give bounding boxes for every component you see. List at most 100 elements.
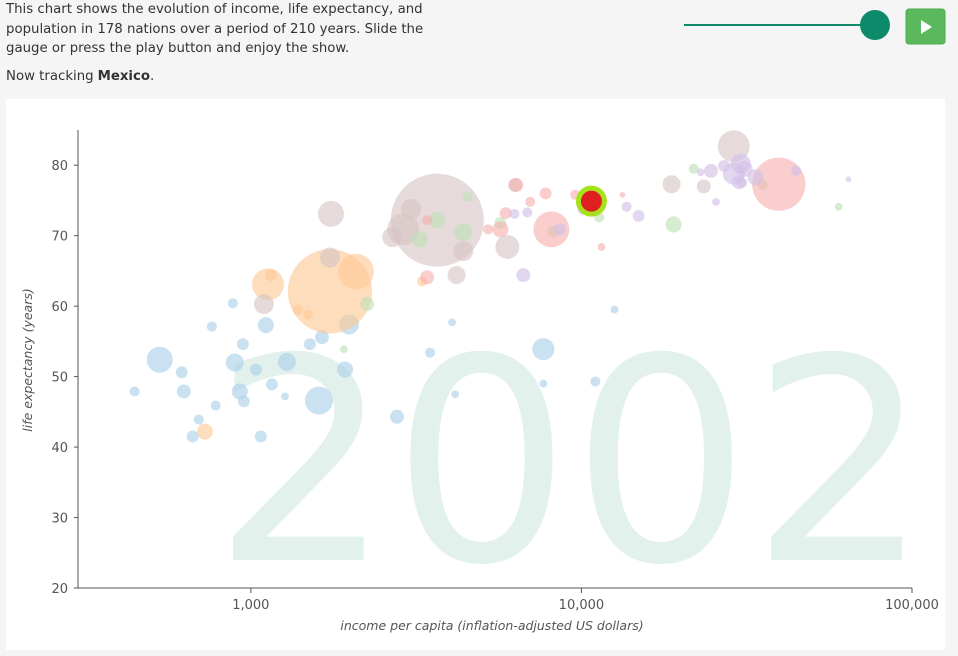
bubble [237,395,250,408]
bubble [382,227,403,248]
bubble [210,400,221,411]
bubble [206,321,217,332]
bubble [451,390,460,399]
year-slider-knob[interactable] [860,10,890,40]
bubble [516,268,531,283]
year-label: 2002 [212,298,930,627]
tracking-text: Now tracking Mexico. [6,69,154,84]
bubble [390,409,405,424]
bubble [495,234,520,259]
bubble [525,196,536,207]
bubble [621,201,632,212]
bubble [736,160,753,177]
bubble [317,200,344,227]
bubble [302,309,314,320]
bubble [412,231,429,248]
bubble [737,177,748,188]
bubble [533,211,570,248]
y-tick-label: 40 [51,441,68,456]
bubble [532,338,555,361]
bubble [193,414,204,425]
tracking-country: Mexico [97,69,150,84]
bubble [845,176,852,183]
bubble [186,430,199,443]
bubble [597,243,606,251]
y-tick-label: 30 [51,512,68,527]
bubble [196,423,213,440]
bubble [253,294,274,315]
bubble [590,376,601,387]
bubble [314,330,329,345]
bubble [747,169,764,186]
bubble [249,363,262,376]
bubble [264,269,277,282]
bubble [281,392,289,401]
bubble [703,163,718,178]
bubble [696,179,711,194]
bubble [662,175,681,194]
bubble [712,197,720,206]
bubble [257,317,274,334]
x-axis-title: income per capita (inflation-adjusted US… [340,618,643,633]
x-tick-label: 10,000 [559,598,605,613]
bubble [752,157,806,211]
bubble [453,241,474,262]
bubble [454,223,473,242]
bubble [265,378,278,391]
bubble [254,430,267,443]
y-tick-label: 50 [51,371,68,386]
tracking-prefix: Now tracking [6,69,94,84]
bubble [499,207,512,220]
x-tick-label: 100,000 [885,598,939,613]
tracked-bubble [575,185,607,217]
bubble [338,253,374,290]
bubble [236,338,249,351]
bubble [462,191,473,202]
bubble [610,305,619,314]
bubble [483,224,494,235]
bubble [834,202,843,211]
bubble [422,215,433,226]
bubble [619,191,626,198]
bubble [425,347,436,358]
bubble [292,304,303,315]
bubble [175,366,188,379]
tracking-suffix: . [150,69,155,84]
bubble [447,266,466,285]
bubble [632,210,645,222]
bubble [337,361,354,378]
bubble [448,318,457,327]
x-tick-label: 1,000 [232,598,269,613]
bubble [176,384,191,399]
bubble [790,165,802,176]
bubble [303,338,316,351]
bubble [509,177,524,192]
bubble [339,345,348,354]
bubble [688,163,699,174]
bubble [304,386,333,415]
bubble [665,216,682,233]
bubble [539,187,552,200]
intro-text: This chart shows the evolution of income… [6,2,424,56]
bubble [554,223,567,236]
bubble [718,159,730,172]
bubble [522,207,533,218]
y-axis-title: life expectancy (years) [20,288,35,431]
bubble [360,297,375,312]
play-icon[interactable] [921,20,932,34]
y-tick-label: 70 [51,230,68,245]
y-tick-label: 60 [51,300,68,315]
bubble [492,221,509,238]
bubble [429,212,446,229]
y-tick-label: 80 [51,159,68,174]
bubble [696,168,705,177]
bubble [509,208,520,219]
bubble [227,298,238,309]
bubble [277,352,296,371]
bubble [319,247,340,268]
play-button[interactable] [905,8,946,45]
bubble [225,353,244,372]
bubble [401,198,422,219]
